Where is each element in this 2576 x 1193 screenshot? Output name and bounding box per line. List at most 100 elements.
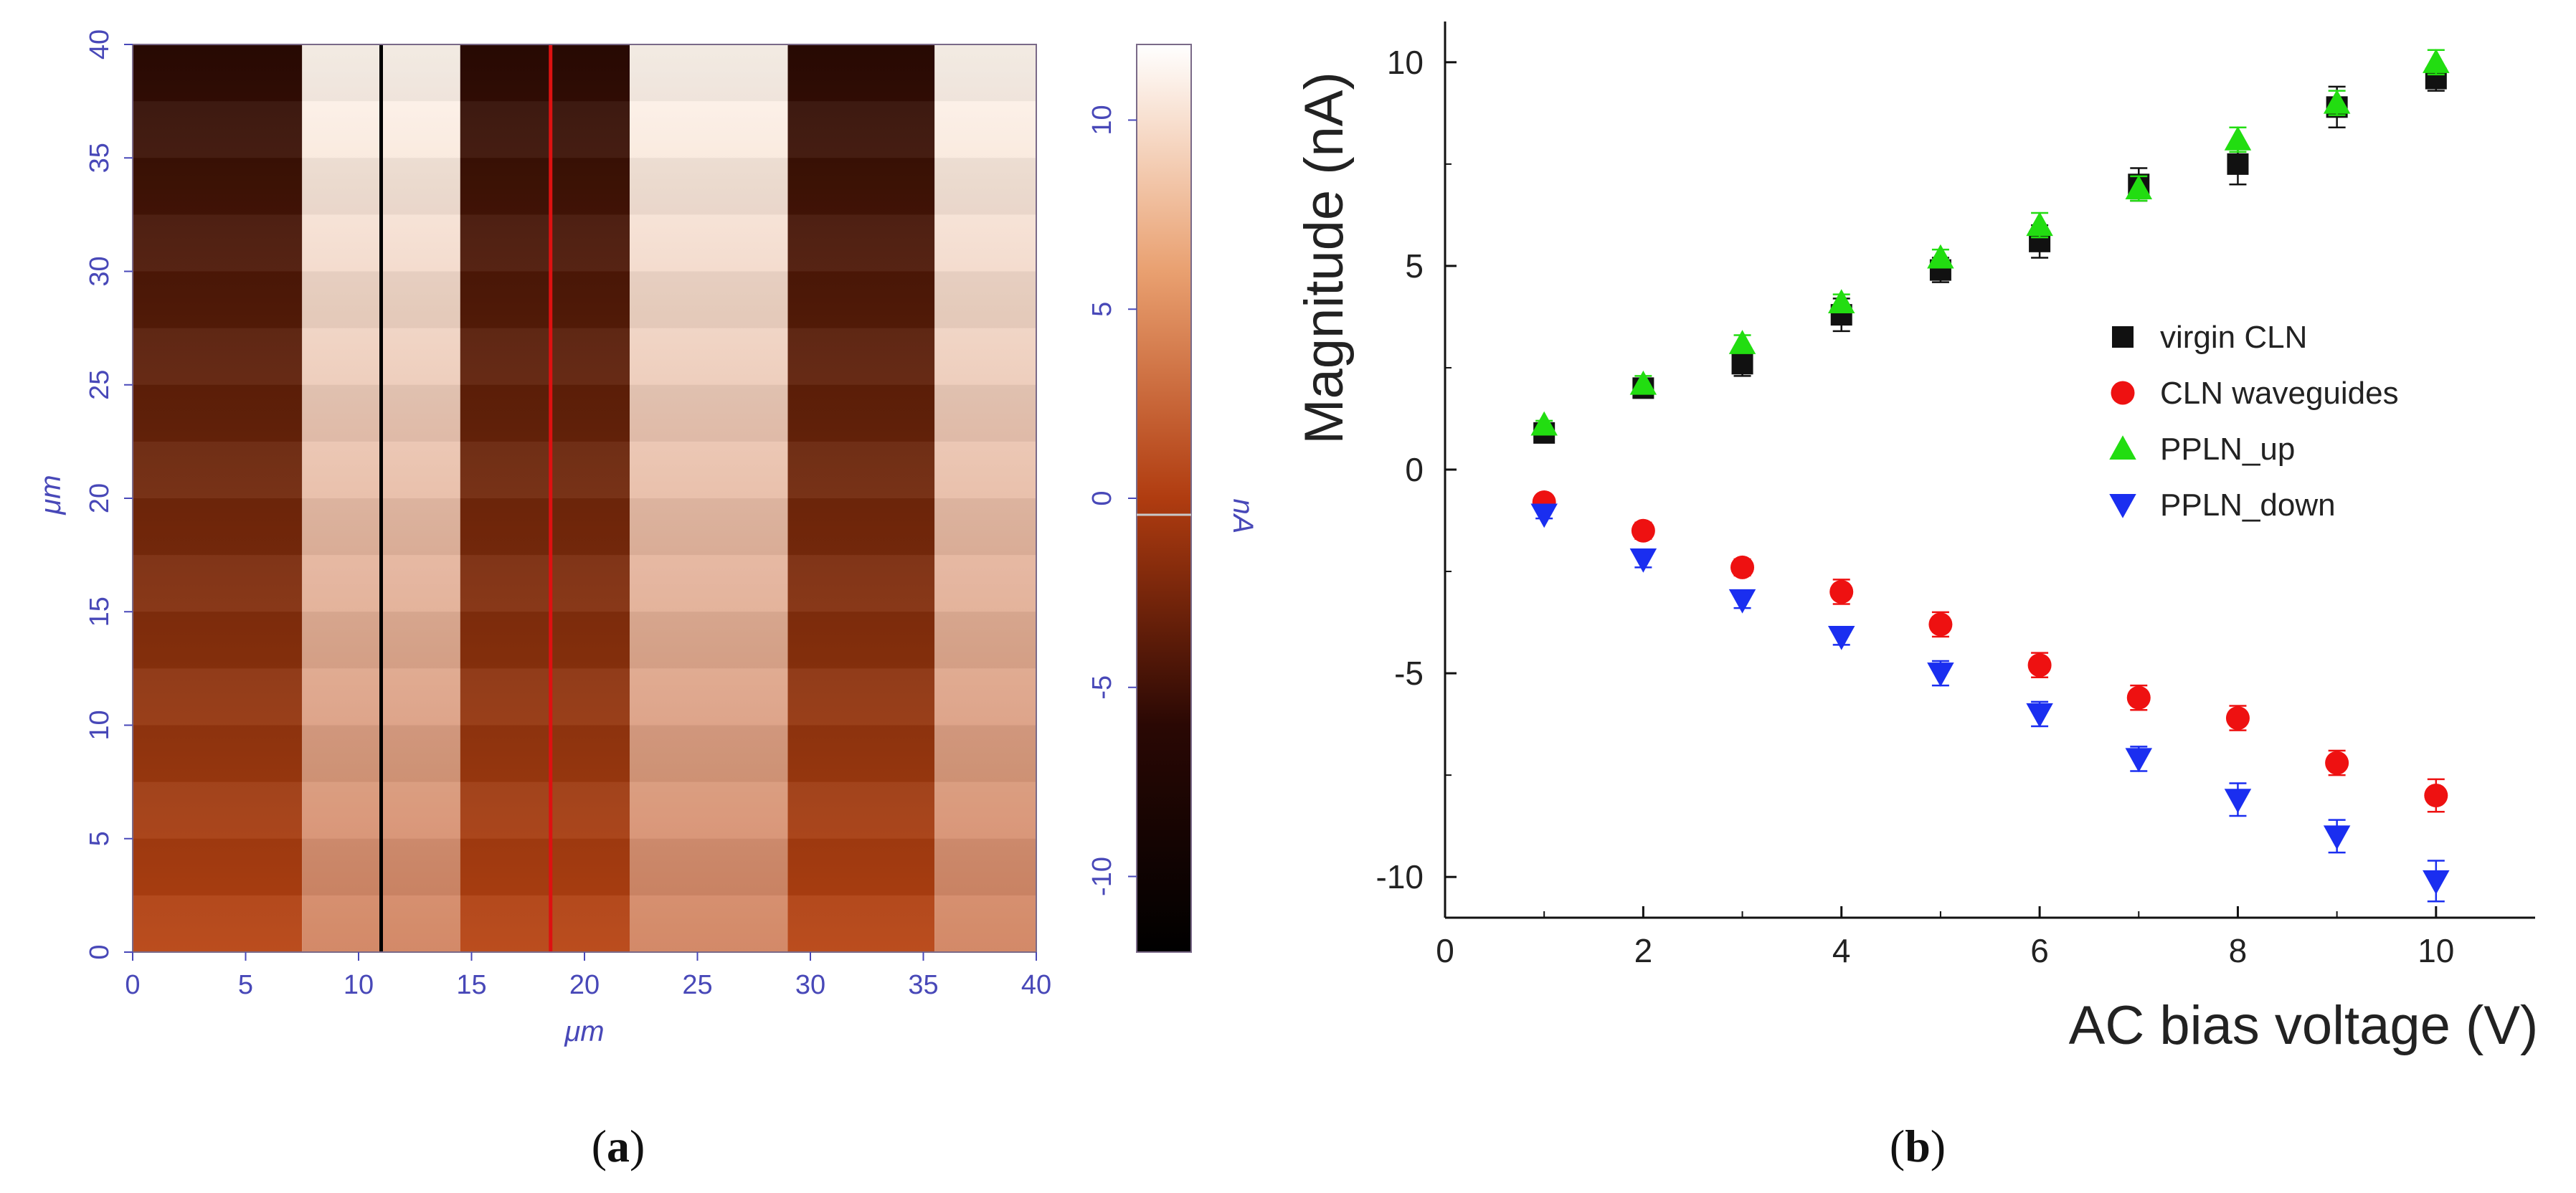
caption-a: (a) — [592, 1121, 645, 1171]
scan-row — [133, 214, 1036, 272]
data-point — [1629, 370, 1657, 395]
map-x-axis: 0 5 10 15 20 25 30 35 40 — [125, 952, 1051, 1000]
data-point — [2224, 126, 2252, 151]
plot-axes: -10 -5 0 5 10 0 2 4 6 8 10 — [1376, 22, 2535, 969]
plot-x-tick-label: 0 — [1436, 932, 1454, 969]
map-x-tick-label: 20 — [569, 970, 600, 1000]
domain-band-high — [630, 44, 788, 952]
scan-row — [133, 555, 1036, 612]
data-point — [2125, 748, 2153, 773]
map-x-tick-label: 40 — [1021, 970, 1051, 1000]
legend-label: CLN waveguides — [2160, 376, 2399, 411]
scan-row — [133, 101, 1036, 158]
colorbar-tick-label: -5 — [1087, 675, 1117, 700]
legend-label: virgin CLN — [2160, 320, 2307, 355]
map-y-tick-label: 35 — [85, 143, 115, 173]
map-y-axis: 0 5 10 15 20 25 30 35 40 — [85, 29, 133, 960]
legend-marker — [2111, 381, 2135, 405]
data-point — [2423, 870, 2450, 895]
data-point — [2224, 789, 2252, 813]
data-point — [1631, 518, 1655, 543]
series-ppln-down — [1530, 503, 2450, 903]
plot-x-tick-label: 8 — [2229, 932, 2248, 969]
series-cln-waveguides — [1532, 490, 2448, 813]
map-y-tick-label: 25 — [85, 370, 115, 400]
data-point — [1730, 555, 1755, 579]
scan-row — [133, 384, 1036, 442]
data-point — [1629, 548, 1657, 573]
domain-band-high — [934, 44, 1036, 952]
legend-marker — [2112, 326, 2134, 348]
scan-row — [133, 44, 1036, 102]
colorbar-tick-label: 0 — [1087, 490, 1117, 505]
scan-row — [133, 498, 1036, 556]
data-point — [1829, 579, 1854, 604]
data-point — [2026, 211, 2053, 237]
panel-b-scatter-plot: -10 -5 0 5 10 0 2 4 6 8 10 virgin CLN CLN waveguide… — [1294, 22, 2538, 1171]
plot-series — [1530, 49, 2450, 903]
colorbar-tick-label: -10 — [1087, 857, 1117, 896]
data-point — [1728, 330, 1756, 354]
map-x-tick-label: 15 — [456, 970, 486, 1000]
caption-b: (b) — [1890, 1121, 1946, 1171]
data-point — [2126, 685, 2151, 710]
map-scan-rows — [133, 44, 1036, 952]
map-image — [133, 44, 1036, 952]
scan-row — [133, 271, 1036, 328]
profile-lines — [379, 44, 553, 952]
data-point — [2225, 706, 2250, 731]
data-point — [2424, 784, 2448, 808]
domain-band-low — [460, 44, 630, 952]
plot-y-axis-label: Magnitude (nA) — [1294, 72, 1355, 445]
data-point — [1928, 612, 1953, 637]
map-x-tick-label: 30 — [795, 970, 825, 1000]
colorbar-tick-label: 5 — [1087, 302, 1117, 317]
scan-row — [133, 328, 1036, 385]
scan-row — [133, 668, 1036, 726]
domain-band-low — [787, 44, 935, 952]
plot-x-tick-label: 6 — [2030, 932, 2049, 969]
data-point — [1530, 411, 1558, 436]
plot-x-axis-label: AC bias voltage (V) — [2069, 995, 2539, 1056]
scan-row — [133, 838, 1036, 895]
series-ppln-up — [1530, 49, 2450, 436]
map-x-tick-label: 10 — [344, 970, 374, 1000]
data-point — [1731, 353, 1753, 375]
plot-x-tick-label: 10 — [2418, 932, 2454, 969]
scan-row — [133, 158, 1036, 215]
map-x-tick-label: 0 — [125, 970, 140, 1000]
map-x-tick-label: 5 — [238, 970, 253, 1000]
map-y-axis-label: μm — [35, 475, 67, 515]
map-y-tick-label: 0 — [85, 944, 115, 959]
legend-marker — [2109, 435, 2136, 460]
legend-label: PPLN_down — [2160, 488, 2336, 523]
map-y-tick-label: 10 — [85, 710, 115, 740]
data-point — [1530, 503, 1558, 528]
plot-x-tick-label: 4 — [1832, 932, 1851, 969]
data-point — [2027, 653, 2052, 678]
map-y-tick-label: 20 — [85, 483, 115, 513]
data-point — [2423, 49, 2450, 73]
domain-band-low — [133, 44, 303, 952]
scan-row — [133, 612, 1036, 669]
plot-y-tick-label: -5 — [1394, 655, 1424, 692]
plot-x-tick-label: 2 — [1634, 932, 1653, 969]
legend-marker — [2109, 494, 2136, 518]
scan-row — [133, 725, 1036, 782]
scan-row — [133, 895, 1036, 952]
map-y-tick-label: 5 — [85, 831, 115, 846]
colorbar — [1136, 44, 1192, 953]
data-point — [1927, 244, 1954, 269]
data-point — [1927, 662, 1954, 687]
legend-label: PPLN_up — [2160, 432, 2295, 467]
map-y-tick-label: 15 — [85, 596, 115, 627]
data-point — [2125, 175, 2153, 199]
data-point — [2323, 89, 2351, 114]
data-point — [2227, 153, 2249, 175]
plot-y-tick-label: 10 — [1387, 44, 1424, 81]
plot-y-tick-label: -10 — [1376, 858, 1424, 895]
data-point — [1827, 289, 1855, 314]
colorbar-label: nA — [1227, 499, 1259, 534]
